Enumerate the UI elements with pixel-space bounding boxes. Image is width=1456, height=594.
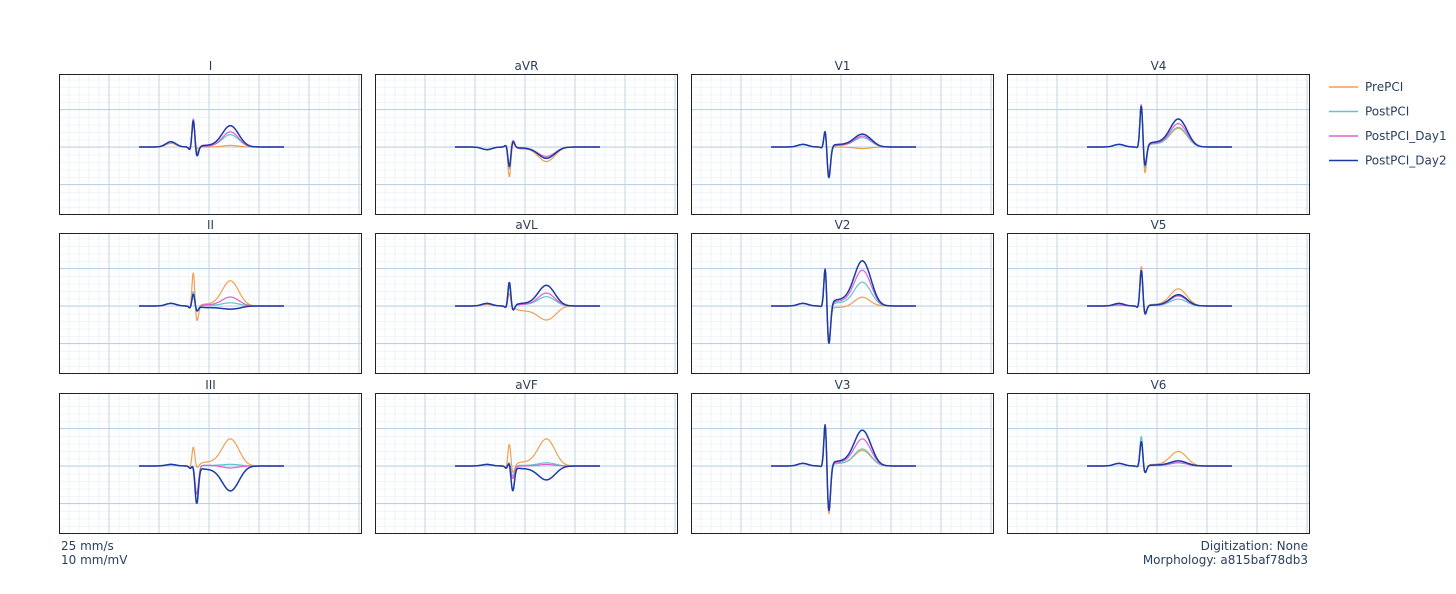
legend-label: PostPCI_Day1: [1365, 129, 1447, 143]
major-grid: [1007, 393, 1310, 534]
lead-panel-v5: V5: [1007, 218, 1310, 374]
trace-v3-postpci-day2: [770, 424, 917, 512]
major-grid: [375, 233, 678, 374]
major-grid: [691, 233, 994, 374]
major-grid: [59, 233, 362, 374]
paper-speed: 25 mm/s: [61, 539, 114, 553]
minor-grid: [375, 233, 678, 374]
trace-iii-postpci-day2: [138, 463, 285, 504]
lead-panel-avr: aVR: [375, 59, 678, 215]
lead-panel-v1: V1: [691, 59, 994, 215]
lead-panel-iii: III: [59, 378, 362, 534]
calibration-info: 25 mm/s 10 mm/mV: [61, 539, 127, 567]
legend-item-postpci[interactable]: PostPCI: [1329, 105, 1409, 119]
lead-panel-v6: V6: [1007, 378, 1310, 534]
minor-grid: [375, 393, 678, 534]
trace-avr-postpci-day2: [454, 141, 601, 167]
lead-title-avl: aVL: [515, 218, 538, 232]
gain-setting: 10 mm/mV: [61, 553, 128, 567]
major-grid: [691, 393, 994, 534]
lead-title-v5: V5: [1151, 218, 1167, 232]
major-grid: [1007, 74, 1310, 215]
legend-label: PostPCI: [1365, 105, 1409, 119]
lead-title-v3: V3: [835, 378, 851, 392]
lead-panel-v3: V3: [691, 378, 994, 534]
morphology-label: Morphology: a815baf78db3: [1142, 553, 1308, 567]
lead-panel-ii: II: [59, 218, 362, 374]
lead-title-v2: V2: [835, 218, 851, 232]
lead-title-v4: V4: [1151, 59, 1167, 73]
legend-item-postpci-day1[interactable]: PostPCI_Day1: [1329, 129, 1447, 143]
trace-avf-postpci-day2: [454, 463, 601, 492]
trace-i-postpci-day2: [138, 120, 285, 157]
trace-v4-postpci-day2: [1086, 105, 1233, 166]
lead-title-avr: aVR: [515, 59, 539, 73]
major-grid: [59, 74, 362, 215]
legend: PrePCI PostPCI PostPCI_Day1 PostPCI_Day2: [1329, 80, 1447, 168]
trace-v5-postpci-day2: [1086, 270, 1233, 315]
digitization-label: Digitization: None: [1200, 539, 1308, 553]
trace-v2-postpci-day2: [770, 260, 917, 345]
trace-avl-postpci-day2: [454, 281, 601, 311]
trace-ii-postpci-day2: [138, 293, 285, 312]
legend-label: PrePCI: [1365, 80, 1403, 94]
lead-title-v6: V6: [1151, 378, 1167, 392]
record-info: Digitization: None Morphology: a815baf78…: [1143, 539, 1308, 567]
legend-item-prepci[interactable]: PrePCI: [1329, 80, 1403, 94]
lead-title-i: I: [209, 59, 213, 73]
legend-label: PostPCI_Day2: [1365, 154, 1447, 168]
major-grid: [1007, 233, 1310, 374]
trace-v6-postpci-day2: [1086, 440, 1233, 474]
lead-panel-i: I: [59, 59, 362, 215]
major-grid: [375, 74, 678, 215]
lead-panel-avl: aVL: [375, 218, 678, 374]
lead-title-v1: V1: [835, 59, 851, 73]
lead-panel-v4: V4: [1007, 59, 1310, 215]
lead-title-iii: III: [205, 378, 216, 392]
lead-title-ii: II: [207, 218, 214, 232]
trace-v1-postpci-day2: [770, 130, 917, 179]
lead-panel-avf: aVF: [375, 378, 678, 534]
major-grid: [691, 74, 994, 215]
legend-item-postpci-day2[interactable]: PostPCI_Day2: [1329, 154, 1447, 168]
lead-panel-v2: V2: [691, 218, 994, 374]
major-grid: [59, 393, 362, 534]
lead-title-avf: aVF: [515, 378, 538, 392]
